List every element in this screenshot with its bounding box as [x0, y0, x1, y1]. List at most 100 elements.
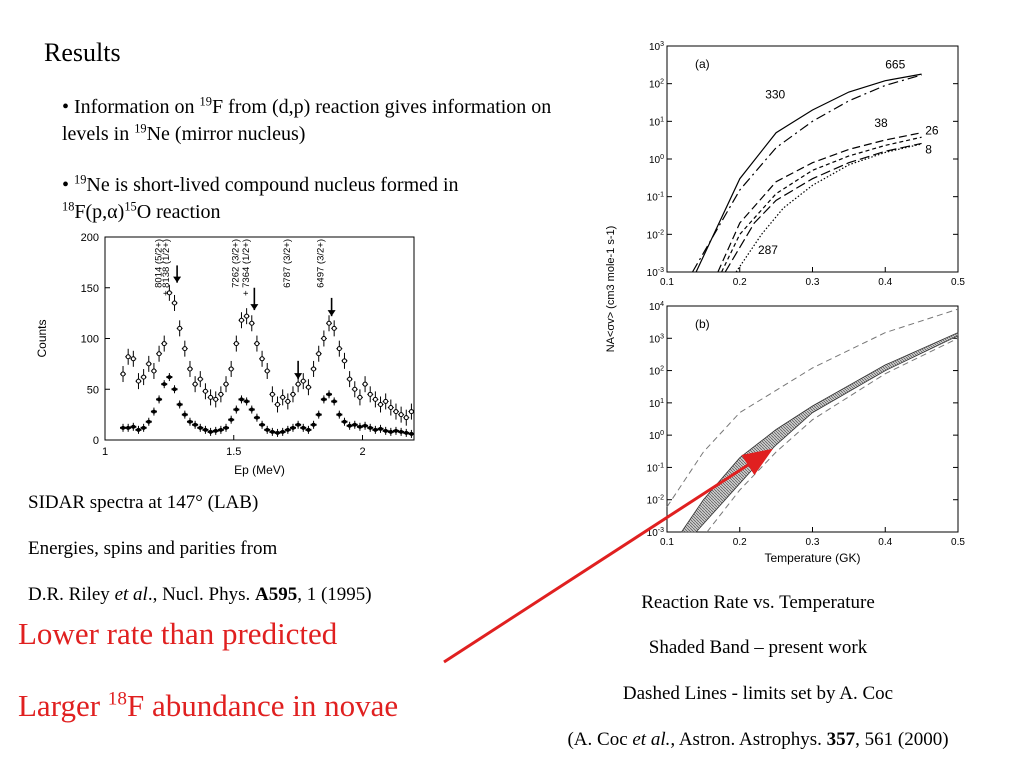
- spectrum-point-open: [305, 384, 311, 390]
- spectrum-point-filled: [296, 422, 301, 427]
- rate-x-tick-label: 0.3: [806, 537, 820, 548]
- spectrum-point-open: [264, 368, 270, 374]
- rate-curve-330: [691, 74, 922, 273]
- ref-volume: A595: [254, 584, 298, 605]
- spectrum-point-open: [130, 356, 136, 362]
- bullet-2: • 19Ne is short-lived compound nucleus f…: [62, 172, 459, 223]
- rate-y-tick-label: 103: [649, 41, 664, 53]
- spectrum-point-filled: [383, 428, 388, 433]
- spectrum-point-open: [408, 409, 414, 415]
- spectrum-point-open: [336, 346, 342, 352]
- rate-y-tick-label: 101: [649, 398, 664, 410]
- spectrum-point-filled: [327, 392, 332, 397]
- rate-y-tick-label: 10-2: [647, 495, 664, 507]
- spectrum-point-open: [259, 356, 265, 362]
- rate-y-tick-label: 101: [649, 116, 664, 128]
- spectrum-point-filled: [172, 387, 177, 392]
- spectrum-point-open: [372, 396, 378, 402]
- rate-y-tick-label: 100: [649, 430, 664, 442]
- rate-x-tick-label: 0.5: [951, 277, 965, 288]
- spectrum-point-open: [223, 381, 229, 387]
- spectrum-point-open: [285, 398, 291, 404]
- spectrum-point-filled: [280, 429, 285, 434]
- spectrum-point-filled: [265, 427, 270, 432]
- spectrum-point-filled: [290, 425, 295, 430]
- spectrum-point-filled: [141, 425, 146, 430]
- rate-x-tick-label: 0.4: [878, 277, 892, 288]
- spectrum-point-open: [357, 394, 363, 400]
- spectrum-point-open: [269, 391, 275, 397]
- spectrum-point-filled: [275, 430, 280, 435]
- bullet-2-sup-3: 15: [124, 199, 137, 214]
- bullet-2-sup-1: 19: [74, 172, 87, 187]
- spectrum-point-filled: [352, 422, 357, 427]
- caption-dashed-lines: Dashed Lines - limits set by A. Coc: [622, 683, 894, 704]
- spectrum-annotation: 6497 (3/2+): [316, 239, 327, 288]
- spectrum-point-filled: [131, 424, 136, 429]
- spectrum-point-open: [331, 325, 337, 331]
- spectrum-point-filled: [368, 425, 373, 430]
- spectrum-annotation: 8014 (5/2+): [153, 239, 164, 288]
- coc-pages: , 561 (2000): [855, 729, 949, 750]
- peak-arrow-head: [294, 373, 303, 380]
- spectrum-annotation: 6787 (3/2+): [282, 239, 293, 288]
- spectrum-point-filled: [342, 419, 347, 424]
- spectrum-point-open: [316, 351, 322, 357]
- spectrum-point-filled: [373, 427, 378, 432]
- caption-energies: Energies, spins and parities from: [28, 538, 278, 559]
- spectrum-point-filled: [146, 419, 151, 424]
- rate-y-tick-label: 10-3: [647, 267, 664, 279]
- bullet-1-sup-1: 19: [199, 94, 212, 109]
- spectrum-point-open: [156, 351, 162, 357]
- coc-et-al: et al.,: [632, 729, 676, 750]
- peak-arrow-head: [327, 310, 336, 317]
- spectrum-point-open: [388, 405, 394, 411]
- ref-author: D.R. Riley: [28, 584, 115, 605]
- spectrum-point-open: [192, 381, 198, 387]
- spectrum-point-open: [326, 320, 332, 326]
- spectrum-point-open: [213, 396, 219, 402]
- bullet-1-text-a: Information on: [74, 96, 200, 118]
- spectrum-point-open: [280, 394, 286, 400]
- slide-title: Results: [44, 38, 121, 67]
- spectrum-point-filled: [187, 419, 192, 424]
- spectrum-point-filled: [229, 417, 234, 422]
- spectrum-point-filled: [316, 412, 321, 417]
- spectrum-point-filled: [337, 412, 342, 417]
- rate-y-tick-label: 10-2: [647, 229, 664, 241]
- abundance-text-a: Larger: [18, 688, 108, 723]
- spectrum-point-filled: [260, 422, 265, 427]
- spectrum-point-open: [182, 346, 188, 352]
- spectrum-point-filled: [162, 382, 167, 387]
- rate-curve-label-26: 26: [925, 123, 939, 137]
- spectrum-point-open: [177, 325, 183, 331]
- spectrum-point-filled: [239, 397, 244, 402]
- spectrum-point-filled: [193, 422, 198, 427]
- spectrum-point-open: [403, 415, 409, 421]
- spectrum-point-open: [321, 336, 327, 341]
- spectrum-point-open: [290, 391, 296, 397]
- spectrum-point-open: [367, 391, 373, 397]
- caption-sidar: SIDAR spectra at 147° (LAB): [28, 492, 259, 513]
- spectrum-point-filled: [213, 428, 218, 433]
- abundance-sup: 18: [107, 688, 127, 710]
- spectrum-point-filled: [182, 412, 187, 417]
- lower-rate-text: Lower rate than predicted: [18, 616, 338, 651]
- spectrum-point-open: [218, 391, 224, 397]
- spectrum-point-open: [135, 378, 141, 384]
- rate-x-axis-label: Temperature (GK): [764, 551, 860, 565]
- spectrum-point-filled: [409, 431, 414, 436]
- spectrum-point-filled: [224, 425, 229, 430]
- spectrum-x-tick-label: 2: [359, 446, 365, 458]
- rate-curve-label-287: 287: [758, 243, 778, 257]
- spectrum-point-filled: [177, 402, 182, 407]
- spectrum-point-open: [300, 378, 306, 384]
- spectrum-point-filled: [332, 399, 337, 404]
- rate-curve-665: [695, 73, 922, 273]
- spectrum-point-filled: [198, 425, 203, 430]
- spectrum-point-open: [141, 374, 147, 380]
- spectrum-point-open: [362, 381, 368, 387]
- rate-y-tick-label: 100: [649, 154, 664, 166]
- spectrum-x-tick-label: 1.5: [226, 446, 241, 458]
- spectrum-point-filled: [399, 429, 404, 434]
